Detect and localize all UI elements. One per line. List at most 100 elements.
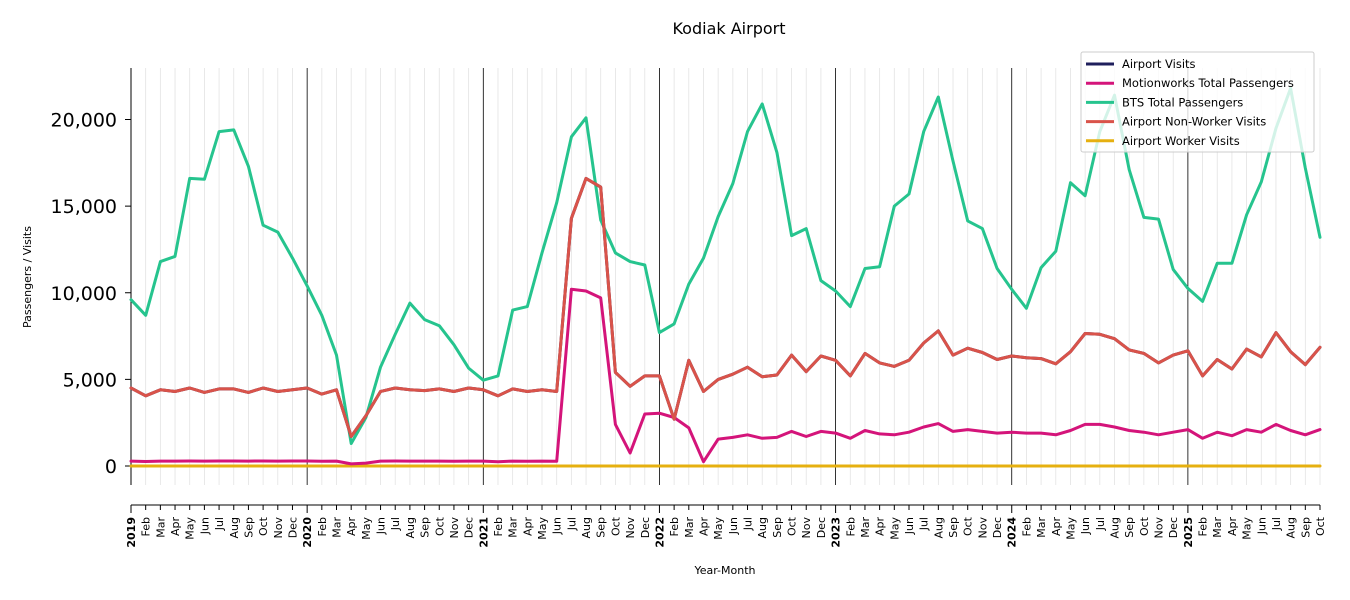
x-tick-label: Sep — [242, 517, 255, 538]
x-tick-label: Mar — [154, 517, 167, 538]
x-tick-label: Sep — [1123, 517, 1136, 538]
x-tick-label: Oct — [257, 516, 270, 536]
x-tick-label: May — [1064, 517, 1077, 540]
gridlines — [145, 68, 1321, 485]
x-tick-label: Dec — [1167, 517, 1180, 538]
legend-label: BTS Total Passengers — [1122, 95, 1243, 109]
x-tick-label: Nov — [976, 517, 989, 539]
x-tick-label: Aug — [404, 517, 417, 538]
x-tick-label: Nov — [272, 517, 285, 539]
x-tick-label: Apr — [1226, 517, 1239, 537]
y-tick-label: 5,000 — [63, 369, 117, 391]
y-tick-label: 15,000 — [51, 196, 117, 218]
x-tick-label: Mar — [1211, 517, 1224, 538]
x-tick-label: 2025 — [1182, 517, 1195, 548]
x-tick-label: Mar — [683, 517, 696, 538]
x-axis-label: Year-Month — [693, 564, 755, 577]
legend-label: Airport Visits — [1122, 57, 1196, 71]
y-tick-label: 20,000 — [51, 110, 117, 132]
x-tick-label: Aug — [228, 517, 241, 538]
x-tick-label: Feb — [1020, 517, 1033, 536]
x-tick-label: Nov — [448, 517, 461, 539]
y-tick-label: 10,000 — [51, 283, 117, 305]
x-tick-label: 2023 — [830, 517, 843, 548]
x-tick-label: Nov — [1153, 517, 1166, 539]
x-tick-label: 2024 — [1006, 517, 1019, 548]
x-tick-label: 2021 — [477, 517, 490, 548]
x-tick-label: Dec — [639, 517, 652, 538]
x-tick-label: Jul — [565, 517, 578, 531]
x-tick-label: Feb — [1197, 517, 1210, 536]
x-tick-label: Oct — [1314, 516, 1327, 536]
x-tick-label: Oct — [1138, 516, 1151, 536]
x-tick-label: Oct — [433, 516, 446, 536]
x-tick-label: Jun — [1255, 517, 1268, 535]
x-tick-label: 2019 — [125, 517, 138, 548]
x-tick-label: Jul — [1270, 517, 1283, 531]
x-tick-label: May — [712, 517, 725, 540]
x-tick-label: Aug — [1285, 517, 1298, 538]
series-line — [129, 287, 1322, 466]
y-tick-label: 0 — [105, 456, 117, 478]
series-line — [129, 176, 1322, 438]
legend-label: Airport Non-Worker Visits — [1122, 115, 1266, 129]
x-tick-label: May — [184, 517, 197, 540]
x-tick-label: Jul — [918, 517, 931, 531]
x-tick-label: Nov — [800, 517, 813, 539]
legend: Airport Visits Motionworks Total Passenge… — [1080, 51, 1315, 153]
x-tick-label: Oct — [609, 516, 622, 536]
x-tick-label: Jul — [213, 517, 226, 531]
x-tick-label: Nov — [624, 517, 637, 539]
x-tick-label: Aug — [580, 517, 593, 538]
x-tick-label: Jun — [1079, 517, 1092, 535]
x-tick-label: Apr — [1050, 517, 1063, 537]
x-tick-label: Apr — [521, 517, 534, 537]
x-tick-label: Dec — [463, 517, 476, 538]
x-tick-label: 2022 — [653, 517, 666, 548]
x-tick-label: May — [888, 517, 901, 540]
x-tick-label: Sep — [947, 517, 960, 538]
y-axis-label: Passengers / Visits — [21, 226, 34, 328]
x-tick-label: Feb — [668, 517, 681, 536]
x-tick-label: Oct — [786, 516, 799, 536]
x-tick-label: Mar — [331, 517, 344, 538]
x-tick-label: Feb — [844, 517, 857, 536]
x-tick-label: Oct — [962, 516, 975, 536]
x-tick-label: Jul — [1094, 517, 1107, 531]
x-tick-label: Jun — [727, 517, 740, 535]
x-tick-label: Aug — [932, 517, 945, 538]
x-tick-label: Jun — [551, 517, 564, 535]
x-tick-label: Jul — [742, 517, 755, 531]
x-tick-label: Sep — [771, 517, 784, 538]
legend-label: Motionworks Total Passengers — [1122, 76, 1294, 90]
x-tick-label: Apr — [169, 517, 182, 537]
x-tick-label: Aug — [1108, 517, 1121, 538]
x-tick-label: Dec — [991, 517, 1004, 538]
x-tick-label: Aug — [756, 517, 769, 538]
x-tick-label: Jun — [375, 517, 388, 535]
x-tick-label: Jun — [903, 517, 916, 535]
x-tick-label: May — [536, 517, 549, 540]
x-tick-label: Jul — [389, 517, 402, 531]
x-tick-label: Sep — [595, 517, 608, 538]
legend-box — [1080, 51, 1315, 153]
x-tick-label: Dec — [815, 517, 828, 538]
x-tick-label: Sep — [1299, 517, 1312, 538]
x-tick-label: Mar — [859, 517, 872, 538]
x-tick-label: May — [1241, 517, 1254, 540]
chart-title: Kodiak Airport — [672, 19, 785, 38]
x-tick-label: Mar — [507, 517, 520, 538]
x-tick-label: Feb — [140, 517, 153, 536]
x-tick-label: Apr — [697, 517, 710, 537]
x-tick-label: 2020 — [301, 517, 314, 548]
series-line — [129, 176, 1322, 438]
x-tick-label: Apr — [345, 517, 358, 537]
x-tick-label: Feb — [316, 517, 329, 536]
x-tick-label: Jun — [198, 517, 211, 535]
x-tick-label: May — [360, 517, 373, 540]
x-tick-label: Apr — [874, 517, 887, 537]
x-tick-label: Mar — [1035, 517, 1048, 538]
